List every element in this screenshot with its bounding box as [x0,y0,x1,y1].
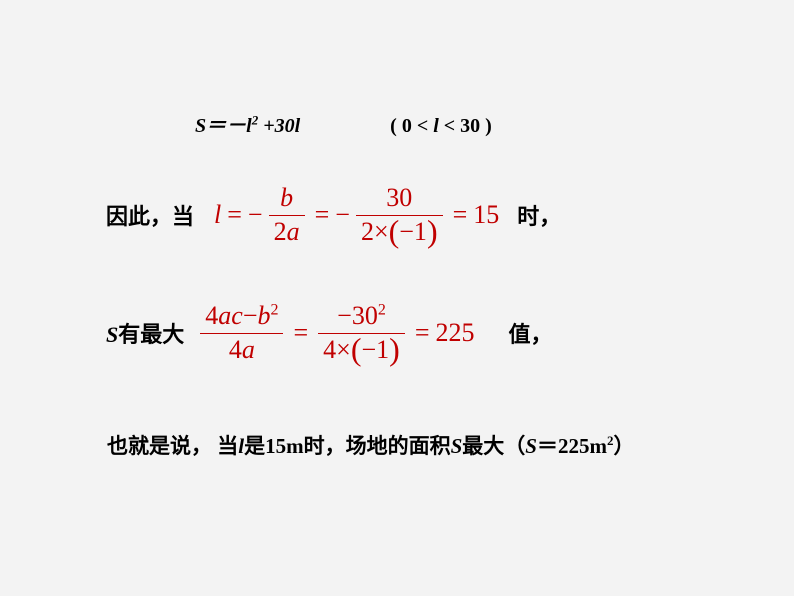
derivation-line-2: S有最大 4ac−b2 4a = −302 4×(−1) = 225 值， [106,300,553,366]
conclusion-line: 也就是说， 当l是15m时，场地的面积S最大（S＝225m2） [107,430,634,460]
equals-2: = [415,318,430,348]
num-b: b [275,182,298,215]
neg-1: − [248,200,263,230]
text-a: 也就是说， 当 [107,434,238,458]
equals-1: = [293,318,308,348]
var-l-2: l [295,115,301,137]
den-2neg1: 2×(−1) [356,216,443,249]
suffix-text: 时， [517,199,561,231]
math-expression-1: l = − b 2a = − 30 2×(−1) = 15 [214,182,499,248]
fraction-4acb2-4a: 4ac−b2 4a [200,300,283,366]
equals-3: = [453,200,468,230]
prefix-text: S有最大 [106,317,184,349]
text-d: ＝225m [537,434,607,458]
text-c: 最大（ [462,434,525,458]
suffix-text: 值， [508,317,552,349]
has-max: 有最大 [118,322,184,347]
conclusion-text: 也就是说， 当l是15m时，场地的面积S最大（S＝225m2） [107,434,634,458]
num-neg302: −302 [332,300,391,333]
num-30: 30 [381,182,417,215]
var-S: S＝－ [195,115,246,137]
math-expression-2: 4ac−b2 4a = −302 4×(−1) = 225 [196,300,474,366]
equals-1: = [227,200,242,230]
main-equation: S＝－l2 +30l [195,109,300,138]
prefix-text: 因此，当 [106,199,194,231]
derivation-line-1: 因此，当 l = − b 2a = − 30 2×(−1) = 15 时， [106,182,561,248]
var-S: S [451,434,463,458]
domain-open: ( 0 < [390,115,433,137]
fraction-neg302-4neg1: −302 4×(−1) [318,300,405,366]
num-4acb2: 4ac−b2 [200,300,283,333]
var-S2: S [525,434,537,458]
var-S: S [106,322,118,347]
text-e: ） [613,434,634,458]
result-225: 225 [435,318,474,348]
text-b: 是15m时，场地的面积 [244,434,451,458]
fraction-b-2a: b 2a [269,182,305,248]
fraction-30-2neg1: 30 2×(−1) [356,182,443,248]
domain-constraint: ( 0 < l < 30 ) [390,115,492,138]
den-2a: 2a [269,216,305,249]
equation-line-1: S＝－l2 +30l ( 0 < l < 30 ) [195,109,492,138]
den-4neg1: 4×(−1) [318,334,405,367]
plus-30: +30 [258,115,294,137]
neg-2: − [335,200,350,230]
domain-close: < 30 ) [439,115,492,137]
var-l: l [214,200,221,230]
result-15: 15 [473,200,499,230]
equals-2: = [315,200,330,230]
den-4a: 4a [224,334,260,367]
